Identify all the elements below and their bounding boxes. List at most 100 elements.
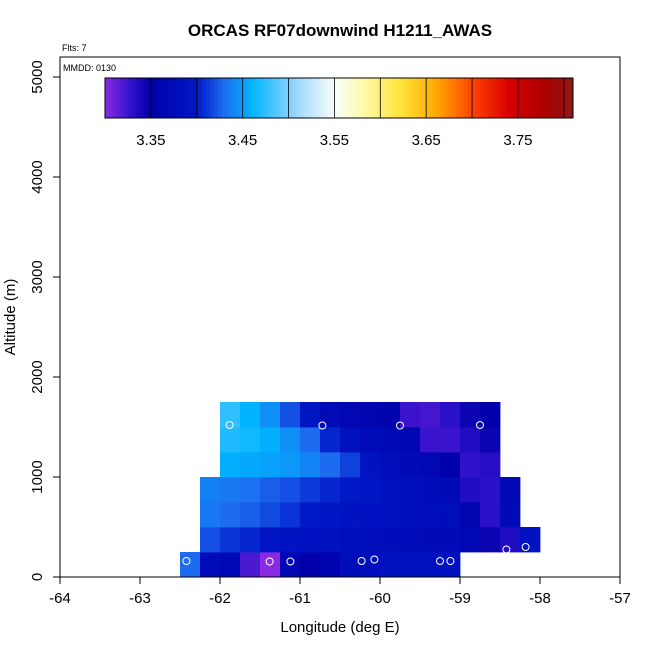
colorbar-segment xyxy=(284,78,289,118)
heatmap-cell xyxy=(280,502,301,528)
colorbar-segment xyxy=(553,78,558,118)
heatmap-cell xyxy=(320,477,341,503)
colorbar-segment xyxy=(198,78,203,118)
heatmap-cell xyxy=(360,502,381,528)
colorbar-segment xyxy=(222,78,227,118)
heatmap-cell xyxy=(240,552,261,578)
colorbar-segment xyxy=(183,78,188,118)
colorbar-segment xyxy=(487,78,492,118)
heatmap-cell xyxy=(400,427,421,453)
colorbar-segment xyxy=(257,78,262,118)
colorbar-segment xyxy=(144,78,149,118)
colorbar-segment xyxy=(459,78,465,118)
colorbar-segment xyxy=(253,78,258,118)
colorbar-segment xyxy=(354,78,359,118)
colorbar-segment xyxy=(444,78,449,118)
y-tick-label: 4000 xyxy=(29,160,46,193)
colorbar-segment xyxy=(296,78,301,118)
heatmap-cell xyxy=(360,452,381,478)
colorbar-segment xyxy=(401,78,406,118)
colorbar-segment xyxy=(537,78,543,118)
heatmap-cell xyxy=(300,402,321,428)
colorbar-segment xyxy=(467,78,473,118)
x-tick-label: -62 xyxy=(209,590,231,607)
colorbar-segment xyxy=(171,78,176,118)
colorbar-segment xyxy=(514,78,519,118)
y-tick-label: 2000 xyxy=(29,360,46,393)
heatmap-cell xyxy=(220,527,241,553)
heatmap-cell xyxy=(400,552,421,578)
colorbar-segment xyxy=(140,78,145,118)
heatmap-cell xyxy=(480,452,501,478)
colorbar-segment xyxy=(549,78,554,118)
colorbar-segment xyxy=(311,78,317,118)
heatmap-cell xyxy=(440,527,461,553)
heatmap-cell xyxy=(260,402,281,428)
heatmap-cell xyxy=(320,452,341,478)
heatmap-cell xyxy=(460,427,481,453)
x-tick-label: -59 xyxy=(449,590,471,607)
colorbar-segment xyxy=(440,78,445,118)
colorbar-segment xyxy=(237,78,242,118)
heatmap-cell xyxy=(360,477,381,503)
heatmap-cell xyxy=(300,452,321,478)
colorbar-segment xyxy=(339,78,344,118)
colorbar-tick-label: 3.75 xyxy=(503,132,532,149)
heatmap-cell xyxy=(500,477,521,503)
colorbar-segment xyxy=(534,78,539,118)
heatmap-cell xyxy=(480,402,501,428)
colorbar-segment xyxy=(105,78,110,118)
heatmap-cell xyxy=(380,527,401,553)
colorbar-segment xyxy=(116,78,122,118)
heatmap-cell xyxy=(240,402,261,428)
colorbar-segment xyxy=(495,78,500,118)
colorbar-segment xyxy=(303,78,309,118)
heatmap-cell xyxy=(420,552,441,578)
heatmap-cell xyxy=(260,527,281,553)
heatmap-cell xyxy=(200,477,221,503)
colorbar-segment xyxy=(463,78,469,118)
heatmap-cell xyxy=(280,477,301,503)
heatmap-cell xyxy=(400,477,421,503)
heatmap-cell xyxy=(220,502,241,528)
colorbar-segment xyxy=(151,78,157,118)
colorbar-segment xyxy=(502,78,508,118)
heatmap-cell xyxy=(480,527,501,553)
y-tick-label: 3000 xyxy=(29,260,46,293)
x-tick-label: -61 xyxy=(289,590,311,607)
sample-points xyxy=(182,421,530,566)
colorbar-segment xyxy=(413,78,418,118)
colorbar-segment xyxy=(268,78,274,118)
heatmap-cell xyxy=(440,452,461,478)
colorbar-segment xyxy=(522,78,527,118)
sample-point xyxy=(357,557,366,565)
colorbar-segment xyxy=(210,78,215,118)
colorbar-segment xyxy=(214,78,219,118)
colorbar-segment xyxy=(393,78,398,118)
colorbar-segment xyxy=(315,78,320,118)
colorbar-segment xyxy=(420,78,426,118)
heatmap-cell xyxy=(260,502,281,528)
heatmap-cell xyxy=(460,527,481,553)
colorbar-tick-label: 3.55 xyxy=(320,132,349,149)
colorbar-segment xyxy=(179,78,184,118)
heatmap-cell xyxy=(200,502,221,528)
colorbar-segment xyxy=(132,78,137,118)
colorbar-segment xyxy=(518,78,523,118)
colorbar-segment xyxy=(471,78,476,118)
x-axis-label: Longitude (deg E) xyxy=(280,619,399,636)
colorbar-segment xyxy=(147,78,153,118)
colorbar-segment xyxy=(374,78,379,118)
heatmap-cell xyxy=(320,402,341,428)
heatmap-cell xyxy=(360,527,381,553)
colorbar-segment xyxy=(510,78,515,118)
heatmap-cell xyxy=(280,402,301,428)
colorbar-segment xyxy=(565,78,570,118)
colorbar-segment xyxy=(370,78,375,118)
heatmap-cell xyxy=(300,552,321,578)
colorbar-tick-label: 3.45 xyxy=(228,132,257,149)
heatmap-cell xyxy=(420,502,441,528)
colorbar-segment xyxy=(569,78,574,118)
colorbar-segment xyxy=(245,78,250,118)
colorbar-segment xyxy=(280,78,285,118)
